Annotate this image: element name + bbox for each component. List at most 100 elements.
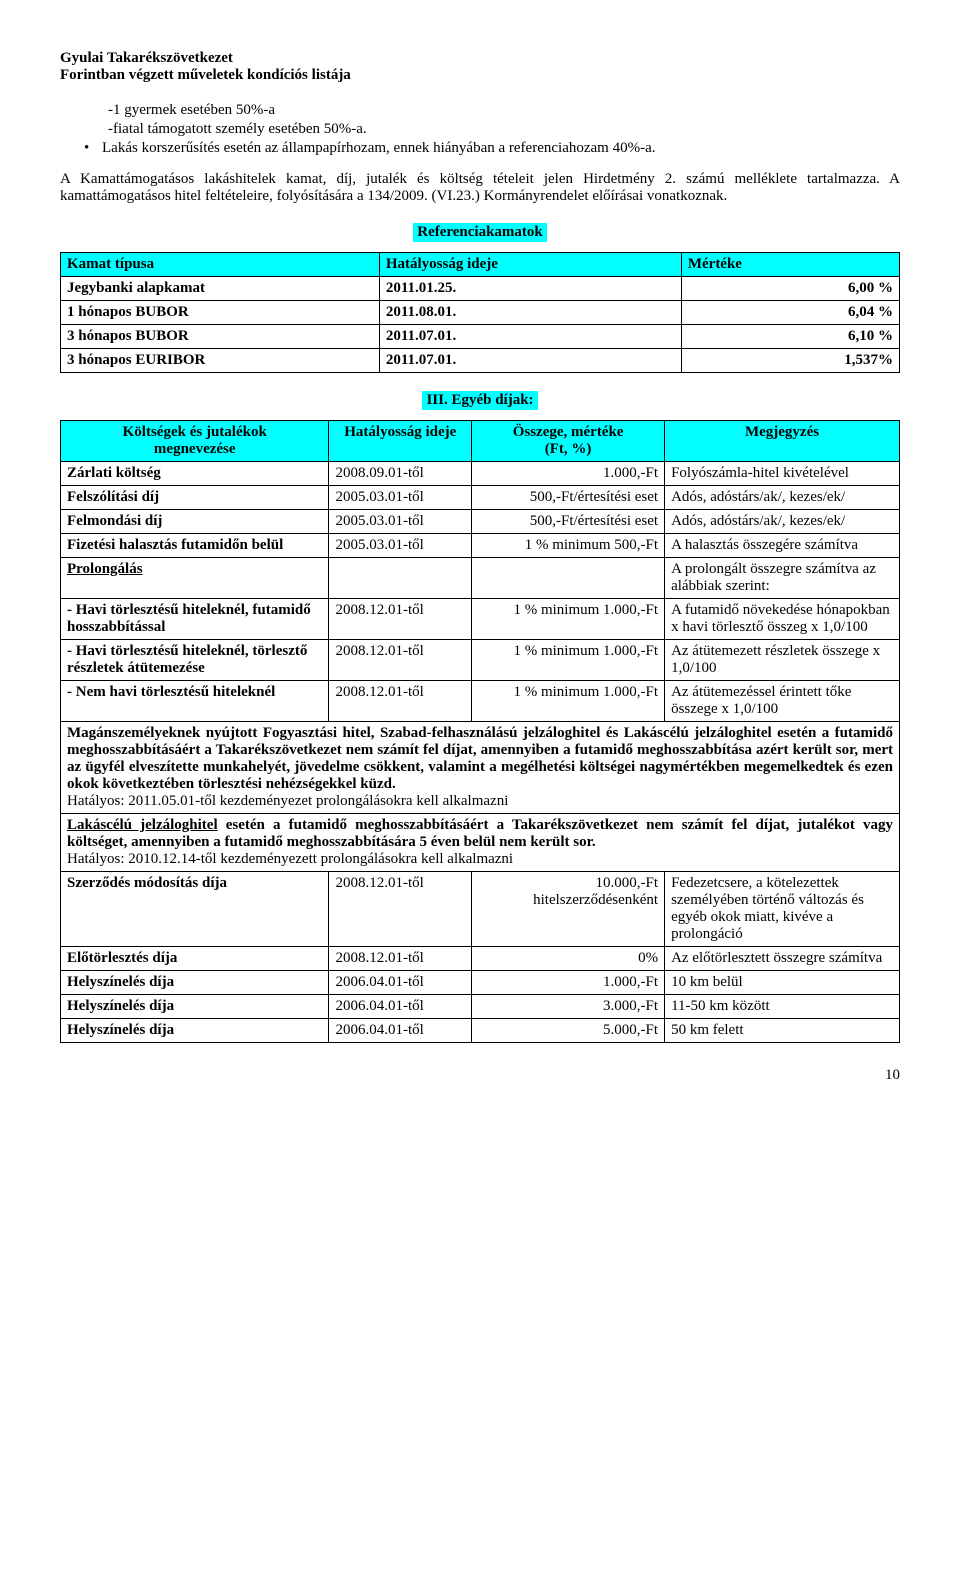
table-span-row: Lakáscélú jelzáloghitel esetén a futamid… <box>61 814 900 872</box>
table-cell: Adós, adóstárs/ak/, kezes/ek/ <box>665 510 900 534</box>
table-cell: 2008.12.01-től <box>329 947 472 971</box>
table-cell: - Havi törlesztésű hiteleknél, törlesztő… <box>61 640 329 681</box>
table-cell <box>329 558 472 599</box>
table-cell: 2005.03.01-től <box>329 486 472 510</box>
table-cell: - Havi törlesztésű hiteleknél, futamidő … <box>61 599 329 640</box>
table-cell: 2008.12.01-től <box>329 872 472 947</box>
table-cell: Szerződés módosítás díja <box>61 872 329 947</box>
table-cell: 3 hónapos BUBOR <box>61 325 380 349</box>
table-row: Helyszínelés díja2006.04.01-től1.000,-Ft… <box>61 971 900 995</box>
table-row: Felszólítási díj2005.03.01-től500,-Ft/ér… <box>61 486 900 510</box>
table-cell: Az átütemezett részletek összege x 1,0/1… <box>665 640 900 681</box>
table-cell: 0% <box>472 947 665 971</box>
intro-block: -1 gyermek esetében 50%-a -fiatal támoga… <box>108 102 900 157</box>
table-cell: Adós, adóstárs/ak/, kezes/ek/ <box>665 486 900 510</box>
table-header-row: Kamat típusa Hatályosság ideje Mértéke <box>61 253 900 277</box>
table-row: - Nem havi törlesztésű hiteleknél2008.12… <box>61 681 900 722</box>
table-span-row: Magánszemélyeknek nyújtott Fogyasztási h… <box>61 722 900 814</box>
ref-th-1: Hatályosság ideje <box>379 253 681 277</box>
table-row: Felmondási díj2005.03.01-től500,-Ft/érte… <box>61 510 900 534</box>
table-cell: Előtörlesztés díja <box>61 947 329 971</box>
table-cell: 2008.09.01-től <box>329 462 472 486</box>
table-cell: 1,537% <box>681 349 899 373</box>
fees-table: Költségek és jutalékok megnevezése Hatál… <box>60 420 900 1043</box>
intro-bullet-text: Lakás korszerűsítés esetén az állampapír… <box>102 140 655 157</box>
table-cell: 10 km belül <box>665 971 900 995</box>
sec3-label: III. Egyéb díjak: <box>422 391 537 410</box>
paragraph-note: A Kamattámogatásos lakáshitelek kamat, d… <box>60 171 900 205</box>
table-cell: 500,-Ft/értesítési eset <box>472 486 665 510</box>
table-cell: 1.000,-Ft <box>472 462 665 486</box>
table-row: Helyszínelés díja2006.04.01-től5.000,-Ft… <box>61 1019 900 1043</box>
sec3-label-wrap: III. Egyéb díjak: <box>60 391 900 410</box>
table-cell: 2006.04.01-től <box>329 995 472 1019</box>
table-cell: Folyószámla-hitel kivételével <box>665 462 900 486</box>
ref-th-2: Mértéke <box>681 253 899 277</box>
table-cell: Helyszínelés díja <box>61 971 329 995</box>
page-number: 10 <box>60 1067 900 1084</box>
table-row: Prolongálás A prolongált összegre számítv… <box>61 558 900 599</box>
table-row: 3 hónapos BUBOR2011.07.01.6,10 % <box>61 325 900 349</box>
table-cell: A halasztás összegére számítva <box>665 534 900 558</box>
table-cell: 5.000,-Ft <box>472 1019 665 1043</box>
table-cell: 2011.01.25. <box>379 277 681 301</box>
fees-th-3: Megjegyzés <box>665 421 900 462</box>
table-cell: A prolongált összegre számítva az alábbi… <box>665 558 900 599</box>
table-cell: 2006.04.01-től <box>329 1019 472 1043</box>
table-cell: 1 % minimum 1.000,-Ft <box>472 640 665 681</box>
table-cell: 500,-Ft/értesítési eset <box>472 510 665 534</box>
table-cell: 1.000,-Ft <box>472 971 665 995</box>
fees-th-0: Költségek és jutalékok megnevezése <box>61 421 329 462</box>
table-cell: 2008.12.01-től <box>329 681 472 722</box>
bullet-dot-icon: • <box>84 140 102 157</box>
table-cell: 2005.03.01-től <box>329 510 472 534</box>
table-cell: 2011.07.01. <box>379 349 681 373</box>
table-cell: 11-50 km között <box>665 995 900 1019</box>
table-cell: 6,10 % <box>681 325 899 349</box>
table-cell: Felmondási díj <box>61 510 329 534</box>
table-cell: 2011.08.01. <box>379 301 681 325</box>
table-cell: Az előtörlesztett összegre számítva <box>665 947 900 971</box>
table-cell: Prolongálás <box>61 558 329 599</box>
table-cell <box>472 558 665 599</box>
table-row: Előtörlesztés díja2008.12.01-től0%Az elő… <box>61 947 900 971</box>
table-cell: 2011.07.01. <box>379 325 681 349</box>
table-row: Helyszínelés díja2006.04.01-től3.000,-Ft… <box>61 995 900 1019</box>
table-cell: 6,00 % <box>681 277 899 301</box>
table-cell: A futamidő növekedése hónapokban x havi … <box>665 599 900 640</box>
table-row: 3 hónapos EURIBOR2011.07.01.1,537% <box>61 349 900 373</box>
table-cell: 2008.12.01-től <box>329 640 472 681</box>
ref-label-wrap: Referenciakamatok <box>60 223 900 242</box>
table-cell: Helyszínelés díja <box>61 995 329 1019</box>
table-cell: 1 % minimum 1.000,-Ft <box>472 599 665 640</box>
table-row: Szerződés módosítás díja2008.12.01-től10… <box>61 872 900 947</box>
table-cell: Fedezetcsere, a kötelezettek személyében… <box>665 872 900 947</box>
intro-line-1: -1 gyermek esetében 50%-a <box>108 102 900 119</box>
table-cell: Zárlati költség <box>61 462 329 486</box>
intro-line-2: -fiatal támogatott személy esetében 50%-… <box>108 121 900 138</box>
table-span-cell: Magánszemélyeknek nyújtott Fogyasztási h… <box>61 722 900 814</box>
table-header-row: Költségek és jutalékok megnevezése Hatál… <box>61 421 900 462</box>
table-cell: 10.000,-Ft hitelszerződésenként <box>472 872 665 947</box>
intro-bullet-row: • Lakás korszerűsítés esetén az állampap… <box>84 140 900 157</box>
table-cell: 2008.12.01-től <box>329 599 472 640</box>
table-span-cell: Lakáscélú jelzáloghitel esetén a futamid… <box>61 814 900 872</box>
table-cell: 3 hónapos EURIBOR <box>61 349 380 373</box>
table-cell: Helyszínelés díja <box>61 1019 329 1043</box>
table-cell: 50 km felett <box>665 1019 900 1043</box>
table-row: 1 hónapos BUBOR2011.08.01.6,04 % <box>61 301 900 325</box>
table-cell: 2006.04.01-től <box>329 971 472 995</box>
table-cell: Az átütemezéssel érintett tőke összege x… <box>665 681 900 722</box>
ref-th-0: Kamat típusa <box>61 253 380 277</box>
table-cell: 1 % minimum 1.000,-Ft <box>472 681 665 722</box>
table-cell: Fizetési halasztás futamidőn belül <box>61 534 329 558</box>
fees-th-2: Összege, mértéke (Ft, %) <box>472 421 665 462</box>
table-cell: - Nem havi törlesztésű hiteleknél <box>61 681 329 722</box>
table-cell: Jegybanki alapkamat <box>61 277 380 301</box>
ref-label: Referenciakamatok <box>413 223 547 242</box>
table-cell: 3.000,-Ft <box>472 995 665 1019</box>
table-cell: 2005.03.01-től <box>329 534 472 558</box>
fees-th-1: Hatályosság ideje <box>329 421 472 462</box>
table-row: - Havi törlesztésű hiteleknél, törlesztő… <box>61 640 900 681</box>
doc-header-2: Forintban végzett műveletek kondíciós li… <box>60 67 900 84</box>
